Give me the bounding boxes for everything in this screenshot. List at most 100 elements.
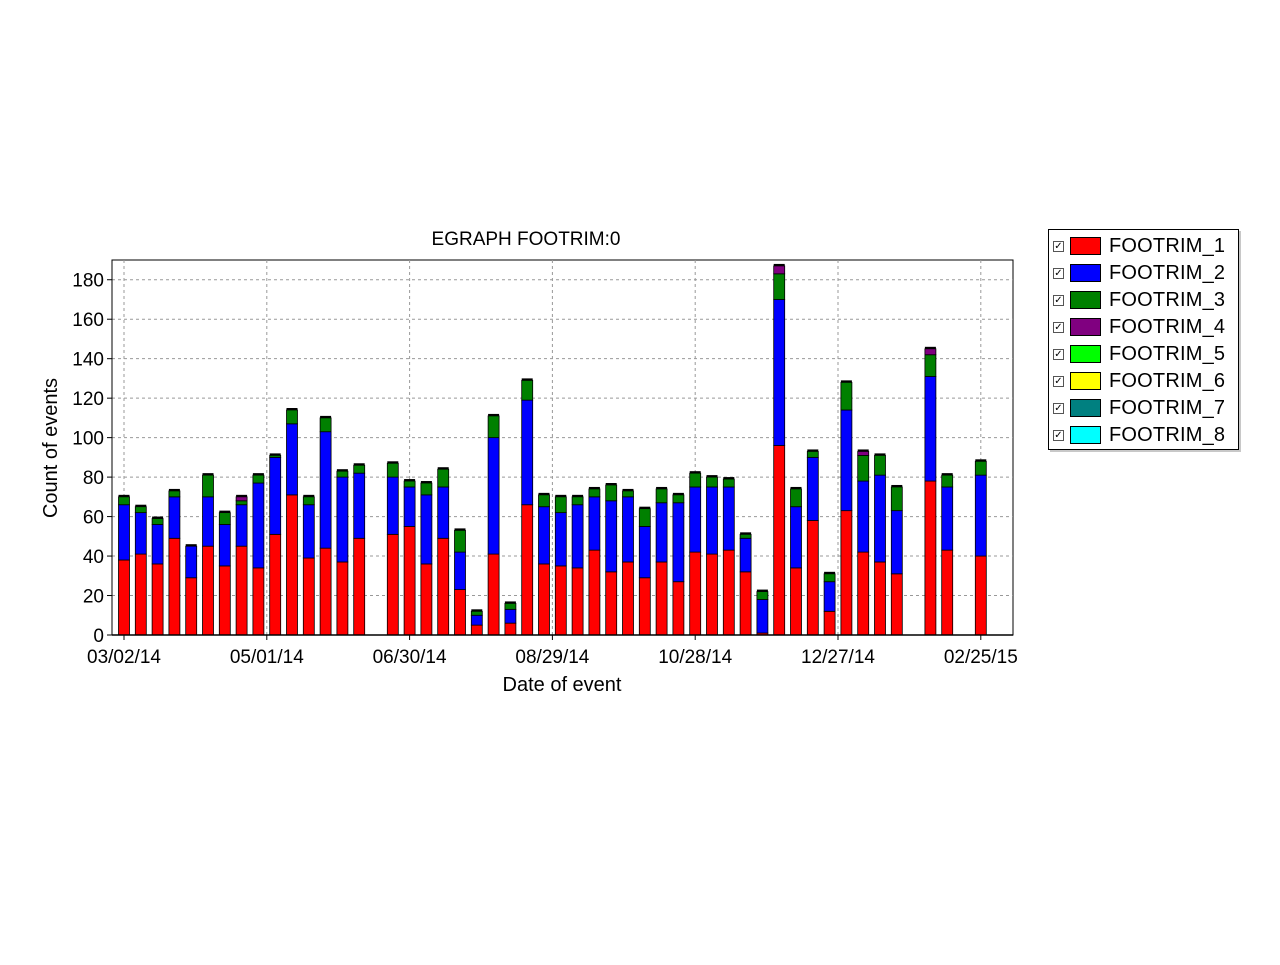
legend-checkbox[interactable]: ✓ bbox=[1053, 240, 1064, 252]
legend-checkbox[interactable]: ✓ bbox=[1053, 321, 1064, 333]
bar-segment-footrim_2 bbox=[521, 399, 534, 506]
legend-checkbox[interactable]: ✓ bbox=[1053, 294, 1064, 306]
bar-segment-footrim_1 bbox=[672, 581, 685, 636]
bar-cap bbox=[488, 413, 500, 416]
bar-segment-footrim_1 bbox=[554, 565, 567, 636]
legend-checkbox[interactable]: ✓ bbox=[1053, 402, 1064, 414]
bar-segment-footrim_3 bbox=[420, 482, 433, 496]
bar-segment-footrim_2 bbox=[252, 482, 265, 569]
bar-segment-footrim_3 bbox=[202, 474, 214, 498]
bar-segment-footrim_1 bbox=[924, 480, 937, 636]
bar-segment-footrim_3 bbox=[672, 494, 685, 504]
bar-segment-footrim_2 bbox=[874, 474, 886, 563]
bar-segment-footrim_2 bbox=[454, 551, 466, 591]
bar-segment-footrim_3 bbox=[269, 454, 282, 458]
legend-item-footrim_8[interactable]: ✓ FOOTRIM_8 bbox=[1053, 424, 1225, 446]
bar-segment-footrim_1 bbox=[185, 577, 198, 636]
y-tick-label: 80 bbox=[83, 468, 104, 489]
bar-segment-footrim_1 bbox=[118, 559, 130, 636]
bar-cap bbox=[504, 601, 516, 604]
bar-cap bbox=[824, 571, 836, 574]
bar-segment-footrim_2 bbox=[605, 500, 618, 573]
bar-cap bbox=[538, 492, 550, 495]
bar-cap bbox=[857, 449, 869, 452]
axes: 0 20 40 60 80 100 120 140 160 180 03/02/14 05/01/14… bbox=[72, 260, 1018, 668]
bar-segment-footrim_3 bbox=[403, 480, 416, 488]
legend-checkbox[interactable]: ✓ bbox=[1053, 429, 1064, 441]
bar-segment-footrim_1 bbox=[235, 545, 248, 636]
y-tick-label: 40 bbox=[83, 547, 104, 568]
bar-segment-footrim_1 bbox=[504, 622, 517, 636]
legend-swatch bbox=[1070, 399, 1101, 417]
bars bbox=[118, 263, 987, 636]
bar-segment-footrim_3 bbox=[857, 454, 870, 482]
bar-segment-footrim_2 bbox=[689, 486, 702, 553]
legend-swatch bbox=[1070, 237, 1101, 255]
bar-segment-footrim_3 bbox=[655, 488, 668, 504]
bar-segment-footrim_1 bbox=[790, 567, 802, 636]
legend-swatch bbox=[1070, 426, 1101, 444]
legend-label: FOOTRIM_4 bbox=[1109, 315, 1226, 338]
bar-cap bbox=[689, 471, 701, 474]
bar-segment-footrim_1 bbox=[571, 567, 584, 636]
bar-segment-footrim_2 bbox=[554, 512, 567, 567]
bar-segment-footrim_2 bbox=[202, 496, 214, 547]
bar-cap bbox=[740, 532, 752, 535]
bar-segment-footrim_2 bbox=[672, 502, 685, 583]
bar-segment-footrim_3 bbox=[874, 454, 886, 476]
bar-segment-footrim_3 bbox=[286, 409, 298, 425]
bar-segment-footrim_3 bbox=[353, 464, 366, 474]
bar-cap bbox=[622, 488, 634, 491]
bar-cap bbox=[219, 510, 231, 513]
bar-cap bbox=[605, 483, 617, 485]
bar-segment-footrim_1 bbox=[269, 533, 282, 636]
bar-segment-footrim_1 bbox=[336, 561, 349, 636]
legend-item-footrim_5[interactable]: ✓ FOOTRIM_5 bbox=[1053, 343, 1225, 365]
legend-item-footrim_3[interactable]: ✓ FOOTRIM_3 bbox=[1053, 289, 1225, 311]
bar-segment-footrim_2 bbox=[890, 510, 903, 575]
legend-label: FOOTRIM_8 bbox=[1109, 423, 1226, 446]
x-tick-label: 10/28/14 bbox=[658, 647, 732, 668]
legend-item-footrim_6[interactable]: ✓ FOOTRIM_6 bbox=[1053, 370, 1225, 392]
bar-cap bbox=[555, 494, 567, 497]
legend-item-footrim_4[interactable]: ✓ FOOTRIM_4 bbox=[1053, 316, 1225, 338]
bar-segment-footrim_1 bbox=[739, 571, 752, 636]
bar-segment-footrim_2 bbox=[857, 480, 870, 553]
legend: ✓ FOOTRIM_1 ✓ FOOTRIM_2 ✓ FOOTRIM_3 ✓ FOOTRIM_4… bbox=[1048, 229, 1239, 450]
legend-checkbox[interactable]: ✓ bbox=[1053, 375, 1064, 387]
bar-segment-footrim_3 bbox=[521, 379, 534, 401]
bar-segment-footrim_3 bbox=[319, 417, 332, 433]
bar-segment-footrim_3 bbox=[840, 381, 853, 411]
bar-cap bbox=[723, 477, 735, 480]
bar-segment-footrim_3 bbox=[386, 462, 399, 478]
bar-segment-footrim_3 bbox=[470, 610, 483, 616]
bar-segment-footrim_1 bbox=[286, 494, 298, 636]
bar-cap bbox=[168, 488, 180, 491]
bar-segment-footrim_3 bbox=[487, 415, 500, 439]
bar-segment-footrim_1 bbox=[806, 520, 819, 636]
bar-segment-footrim_2 bbox=[706, 486, 718, 555]
bar-segment-footrim_1 bbox=[638, 577, 651, 636]
bar-segment-footrim_1 bbox=[588, 549, 601, 636]
bar-segment-footrim_1 bbox=[622, 561, 634, 636]
bar-segment-footrim_1 bbox=[168, 537, 181, 636]
bar-cap bbox=[471, 609, 483, 612]
bar-segment-footrim_1 bbox=[605, 571, 618, 636]
x-axis-label: Date of event bbox=[503, 674, 622, 696]
bar-segment-footrim_2 bbox=[622, 496, 634, 563]
legend-item-footrim_1[interactable]: ✓ FOOTRIM_1 bbox=[1053, 235, 1225, 257]
bar-segment-footrim_1 bbox=[538, 563, 550, 636]
legend-checkbox[interactable]: ✓ bbox=[1053, 267, 1064, 279]
bar-cap bbox=[454, 528, 466, 531]
bar-segment-footrim_1 bbox=[823, 610, 836, 636]
legend-item-footrim_2[interactable]: ✓ FOOTRIM_2 bbox=[1053, 262, 1225, 284]
bar-cap bbox=[521, 378, 533, 381]
bar-segment-footrim_3 bbox=[437, 468, 450, 488]
chart-title: EGRAPH FOOTRIM:0 bbox=[432, 229, 621, 250]
bar-segment-footrim_3 bbox=[504, 603, 517, 610]
legend-item-footrim_7[interactable]: ✓ FOOTRIM_7 bbox=[1053, 397, 1225, 419]
bar-cap bbox=[437, 467, 449, 470]
bar-segment-footrim_3 bbox=[722, 478, 735, 488]
legend-checkbox[interactable]: ✓ bbox=[1053, 348, 1064, 360]
